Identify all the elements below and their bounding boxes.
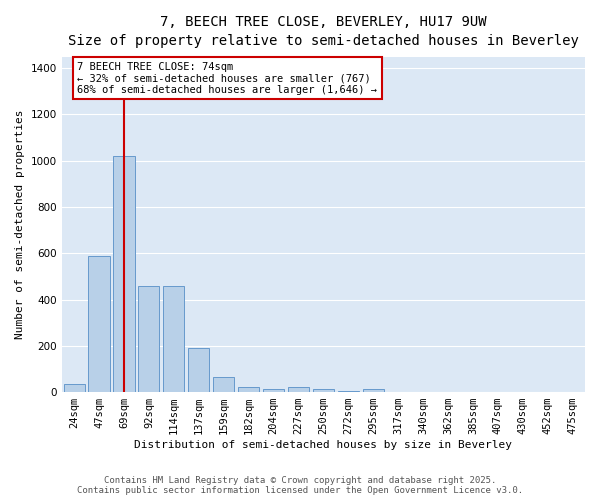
Bar (313, 390, 334, 392)
Text: 7 BEECH TREE CLOSE: 74sqm
← 32% of semi-detached houses are smaller (767)
68% of: 7 BEECH TREE CLOSE: 74sqm ← 32% of semi-… (77, 62, 377, 95)
Bar (213, 377, 234, 392)
Bar (263, 388, 284, 392)
Bar (88, 256, 110, 392)
Bar (188, 348, 209, 392)
Bar (238, 388, 259, 392)
Text: Contains HM Land Registry data © Crown copyright and database right 2025.
Contai: Contains HM Land Registry data © Crown c… (77, 476, 523, 495)
Bar (113, 156, 134, 392)
Bar (288, 388, 309, 392)
Y-axis label: Number of semi-detached properties: Number of semi-detached properties (15, 110, 25, 339)
Bar (163, 286, 184, 392)
Bar (138, 286, 160, 392)
Bar (362, 390, 384, 392)
Bar (64, 384, 85, 392)
X-axis label: Distribution of semi-detached houses by size in Beverley: Distribution of semi-detached houses by … (134, 440, 512, 450)
Title: 7, BEECH TREE CLOSE, BEVERLEY, HU17 9UW
Size of property relative to semi-detach: 7, BEECH TREE CLOSE, BEVERLEY, HU17 9UW … (68, 15, 579, 48)
Bar (338, 391, 359, 392)
